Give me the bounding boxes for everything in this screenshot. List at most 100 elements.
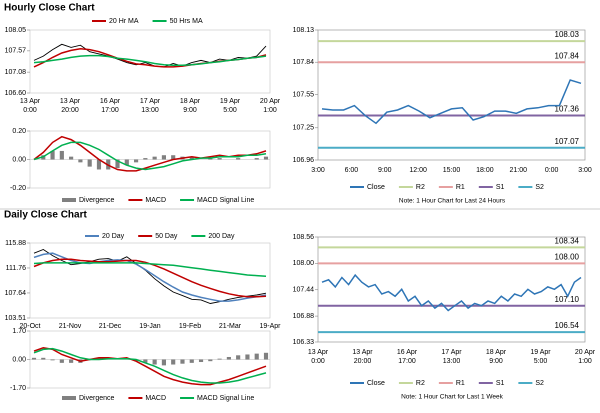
divergence-bar (69, 156, 74, 160)
level-label: 107.36 (555, 105, 580, 114)
x-tick-label: 0:00 (311, 358, 325, 365)
x-tick-label: 17:00 (398, 358, 416, 365)
x-tick-label: 18 Apr (486, 349, 507, 356)
divergence-bar (134, 359, 139, 362)
x-tick-label: 9:00 (489, 358, 503, 365)
y-tick-label: 0.00 (12, 156, 26, 163)
divergence-bar (161, 155, 166, 160)
divergence-bar (217, 158, 222, 160)
divergence-bar (87, 159, 92, 167)
divergence-bar (263, 156, 269, 160)
x-tick-label: 9:00 (378, 167, 392, 174)
series-line (33, 347, 267, 386)
y-tick-label: 107.84 (293, 59, 315, 66)
legend-label: S1 (496, 184, 505, 191)
divergence-bar (143, 359, 148, 363)
x-tick-label: 13 Apr (352, 349, 373, 356)
y-tick-label: 111.76 (6, 265, 26, 272)
divergence-bar (171, 359, 176, 365)
section-title: Hourly Close Chart (4, 3, 95, 14)
divergence-bar (50, 359, 55, 361)
x-tick-label: 18 Apr (180, 98, 201, 105)
divergence-bar (245, 354, 250, 360)
legend-label: Close (367, 184, 385, 191)
x-tick-label: 20:00 (354, 358, 372, 365)
x-tick-label: 13:00 (443, 358, 461, 365)
y-tick-label: 106.60 (5, 90, 27, 97)
y-tick-label: 108.05 (5, 27, 27, 34)
x-tick-label: 0:00 (23, 107, 37, 114)
plot-frame (317, 29, 586, 161)
x-tick-label: 17 Apr (140, 98, 161, 105)
legend-label: S2 (535, 184, 544, 191)
y-tick-label: 107.44 (293, 287, 315, 294)
plot-frame (29, 29, 271, 94)
x-tick-label: 1:00 (578, 358, 592, 365)
level-label: 108.00 (555, 252, 580, 261)
legend-label: S1 (496, 380, 505, 387)
legend-label: MACD (145, 395, 166, 402)
divergence-bar (124, 159, 129, 166)
legend-label: MACD Signal Line (197, 395, 254, 402)
y-tick-label: 107.55 (293, 91, 315, 98)
legend-label: 200 Day (208, 233, 235, 240)
x-tick-label: 15:00 (443, 167, 461, 174)
divergence-bar (143, 158, 148, 160)
section-title: Daily Close Chart (4, 210, 87, 221)
divergence-bar (115, 159, 120, 169)
divergence-bar (254, 353, 259, 360)
y-tick-label: 108.00 (293, 260, 315, 267)
x-tick-label: 21-Mar (219, 323, 242, 330)
divergence-bar (78, 159, 83, 163)
divergence-bar (50, 150, 55, 160)
x-tick-label: 6:00 (345, 167, 359, 174)
legend-label: Divergence (79, 197, 115, 204)
y-tick-label: 107.25 (293, 125, 315, 132)
x-tick-label: 5:00 (534, 358, 548, 365)
x-tick-label: 13 Apr (20, 98, 41, 105)
divergence-bar (189, 359, 194, 363)
x-tick-label: 19-Apr (259, 323, 281, 330)
divergence-bar (96, 357, 102, 360)
y-tick-label: 107.64 (5, 290, 27, 297)
series-line (33, 54, 267, 66)
legend-label: 20 Hr MA (109, 18, 139, 25)
x-tick-label: 16 Apr (100, 98, 121, 105)
y-tick-label: 108.56 (293, 234, 315, 241)
y-tick-label: 103.51 (5, 315, 27, 322)
x-tick-label: 20:00 (61, 107, 79, 114)
divergence-bar (236, 158, 241, 160)
x-tick-label: 20 Apr (575, 349, 596, 356)
y-tick-label: 1.70 (12, 328, 26, 335)
divergence-bar (171, 155, 176, 160)
y-tick-label: 107.57 (5, 48, 27, 55)
x-tick-label: 3:00 (578, 167, 592, 174)
x-tick-label: 19 Apr (530, 349, 551, 356)
legend-swatch (62, 396, 76, 400)
level-label: 108.34 (555, 236, 580, 245)
legend-label: MACD Signal Line (197, 197, 254, 204)
y-tick-label: 0.20 (12, 128, 26, 135)
x-tick-label: 20 Apr (260, 98, 281, 105)
x-tick-label: 5:00 (223, 107, 237, 114)
x-tick-label: 17:00 (101, 107, 119, 114)
legend-label: 20 Day (102, 233, 125, 240)
divergence-bar (59, 359, 64, 363)
level-label: 108.03 (555, 30, 580, 39)
series-line (33, 347, 267, 384)
series-line (33, 252, 267, 302)
divergence-bar (152, 359, 157, 365)
divergence-bar (180, 359, 185, 364)
y-tick-label: 0.00 (12, 356, 26, 363)
divergence-bar (41, 357, 46, 360)
series-line (321, 273, 582, 312)
divergence-bar (217, 358, 222, 360)
price-line (33, 43, 267, 68)
level-label: 107.10 (555, 295, 580, 304)
legend-label: 50 Hrs MA (170, 18, 203, 25)
divergence-bar (96, 159, 102, 170)
legend-label: 50 Day (155, 233, 178, 240)
y-tick-label: 115.88 (5, 240, 26, 247)
level-label: 107.84 (555, 51, 580, 60)
